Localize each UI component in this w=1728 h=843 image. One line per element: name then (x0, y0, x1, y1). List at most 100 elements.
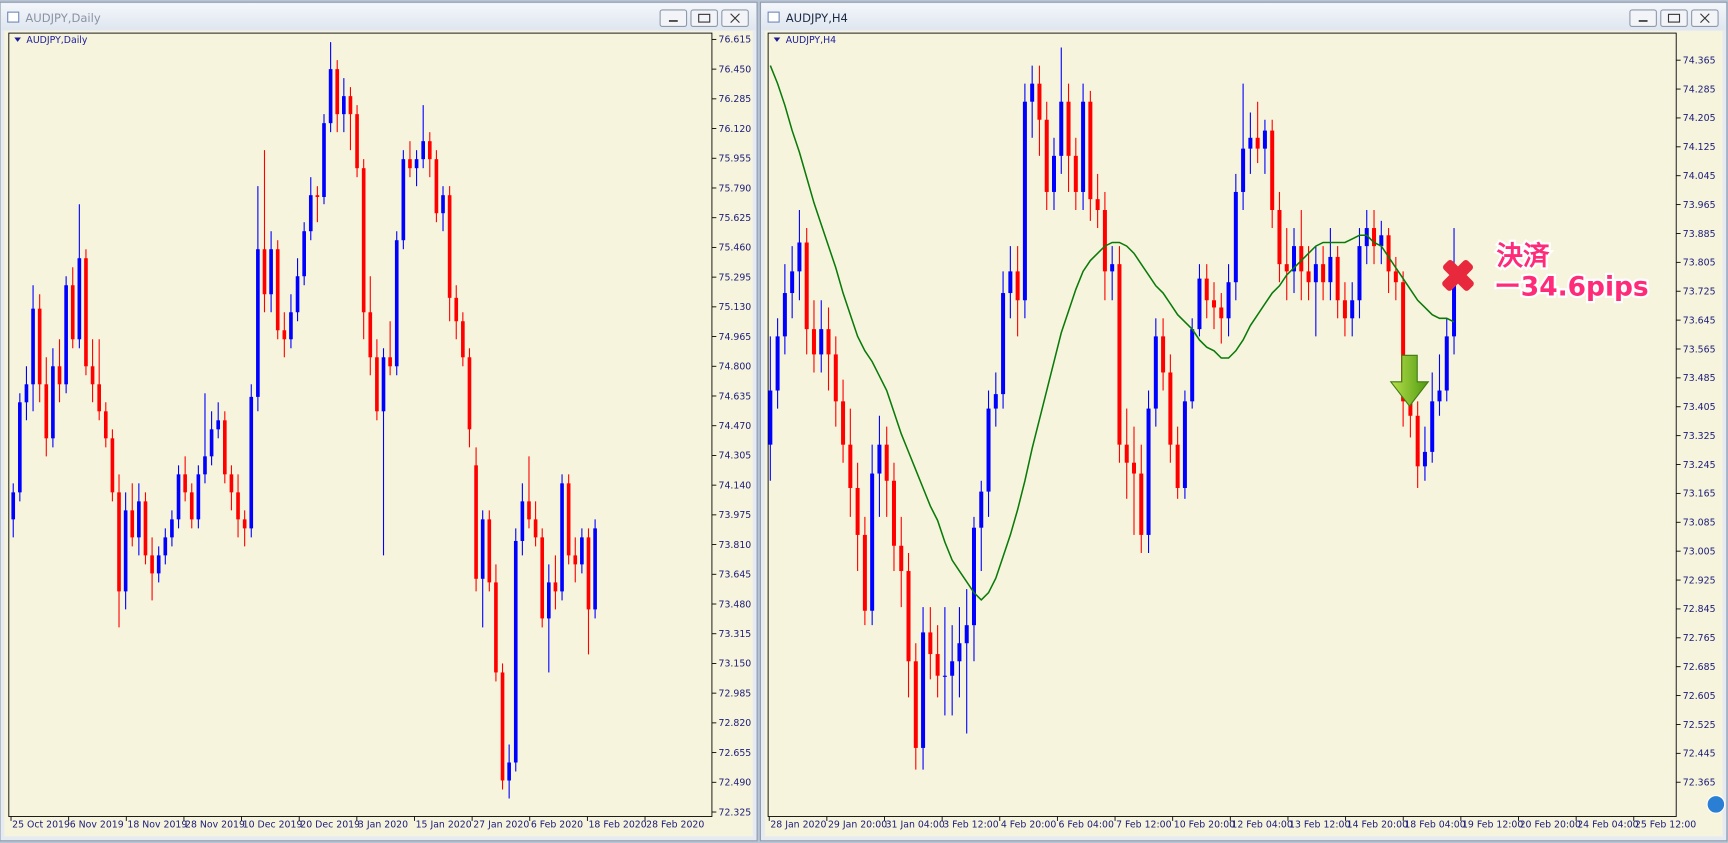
candle-body (461, 321, 465, 358)
candle-body (790, 271, 795, 294)
candle-body (103, 411, 108, 439)
candle-body (1124, 444, 1129, 463)
candle-body (804, 242, 809, 330)
candle-body (1212, 300, 1217, 308)
candle-body (51, 366, 55, 439)
x-tick-label: 27 Jan 2020 (473, 820, 529, 831)
candle-body (77, 258, 82, 340)
candle-body (1386, 235, 1391, 272)
candle-body (170, 519, 174, 538)
candle-body (295, 276, 300, 313)
x-tick-label: 18 Feb 04:00 (1404, 820, 1465, 831)
x-tick-label: 10 Feb 20:00 (1174, 820, 1235, 831)
y-tick-label: 73.725 (1683, 287, 1716, 298)
candle-body (507, 762, 511, 781)
candle-body (189, 492, 194, 520)
y-tick-label: 73.645 (1683, 315, 1716, 326)
y-tick-label: 72.925 (1683, 575, 1716, 586)
candle-body (368, 312, 373, 358)
candle-body (811, 329, 816, 355)
candle-body (1095, 199, 1100, 211)
plot-border (767, 32, 1677, 817)
candle-body (322, 123, 326, 197)
candle-body (64, 285, 68, 385)
candle-body (18, 402, 22, 493)
candle-body (884, 444, 889, 481)
x-tick-label: 28 Nov 2019 (185, 820, 245, 831)
x-tick-label: 18 Nov 2019 (127, 820, 187, 831)
candle-body (913, 661, 918, 748)
y-tick-label: 74.140 (719, 480, 752, 491)
maximize-button[interactable] (1660, 9, 1688, 28)
candle-body (97, 384, 102, 412)
candle-body (289, 312, 293, 340)
candle-body (1110, 264, 1115, 272)
y-tick-label: 76.285 (719, 94, 752, 105)
candle-body (394, 240, 399, 367)
candle-body (441, 195, 445, 214)
y-tick-label: 74.205 (1683, 113, 1716, 124)
y-tick-label: 75.955 (719, 154, 752, 165)
minimize-button[interactable] (1629, 9, 1657, 28)
candle-body (37, 308, 42, 385)
candle-body (1219, 307, 1224, 319)
x-tick-label: 3 Jan 2020 (358, 820, 408, 831)
annotation-text: ー34.6pips (1494, 272, 1648, 303)
candle-body (1313, 264, 1318, 283)
x-tick-label: 15 Jan 2020 (416, 820, 472, 831)
candle-body (964, 625, 969, 644)
candle-body (1044, 119, 1049, 192)
candle-body (269, 249, 273, 295)
candle-body (1153, 336, 1158, 409)
y-tick-label: 75.790 (719, 183, 752, 194)
candle-body (229, 474, 234, 493)
candle-body (57, 366, 62, 385)
candle-body (1357, 246, 1362, 301)
x-tick-label: 19 Feb 12:00 (1462, 820, 1523, 831)
candle-body (513, 540, 518, 763)
candle-body (1401, 282, 1406, 402)
y-tick-label: 73.645 (719, 570, 752, 581)
candle-body (1277, 210, 1282, 265)
y-tick-label: 74.635 (719, 391, 752, 402)
candle-body (546, 582, 551, 619)
y-tick-label: 72.820 (719, 718, 752, 729)
candle-body (90, 366, 95, 385)
moving-average (769, 65, 1455, 601)
candle-body (826, 329, 831, 355)
y-tick-label: 74.045 (1683, 171, 1716, 182)
candle-body (467, 357, 472, 430)
close-glyph (1700, 13, 1710, 24)
candle-body (1139, 473, 1144, 535)
candle-body (768, 390, 773, 445)
candle-body (855, 487, 860, 535)
y-tick-label: 72.685 (1683, 662, 1716, 673)
x-tick-label: 20 Dec 2019 (300, 820, 360, 831)
maximize-glyph (698, 13, 711, 23)
candle-body (216, 420, 221, 430)
minimize-button[interactable] (659, 9, 688, 28)
y-tick-label: 76.450 (719, 64, 752, 75)
candle-body (1175, 444, 1180, 488)
x-tick-label: 31 Jan 04:00 (886, 820, 945, 831)
candle-body (1321, 264, 1326, 283)
candle-body (500, 672, 505, 781)
candle-body (427, 141, 432, 160)
plot-border (8, 32, 713, 817)
candle-body (282, 330, 287, 340)
candle-body (899, 545, 904, 572)
x-tick-label: 6 Feb 04:00 (1059, 820, 1114, 831)
y-tick-label: 73.480 (719, 599, 752, 610)
chart-background (4, 30, 753, 837)
maximize-button[interactable] (690, 9, 718, 28)
candle-body (1117, 264, 1122, 445)
candle-body (520, 501, 525, 541)
scroll-icon[interactable] (1706, 795, 1726, 814)
candle-body (1190, 329, 1195, 402)
x-tick-label: 25 Oct 2019 (12, 820, 70, 831)
candle-body (782, 293, 787, 337)
entry-arrow-icon (1389, 354, 1430, 407)
candle-body (447, 195, 452, 298)
candle-body (342, 96, 346, 115)
